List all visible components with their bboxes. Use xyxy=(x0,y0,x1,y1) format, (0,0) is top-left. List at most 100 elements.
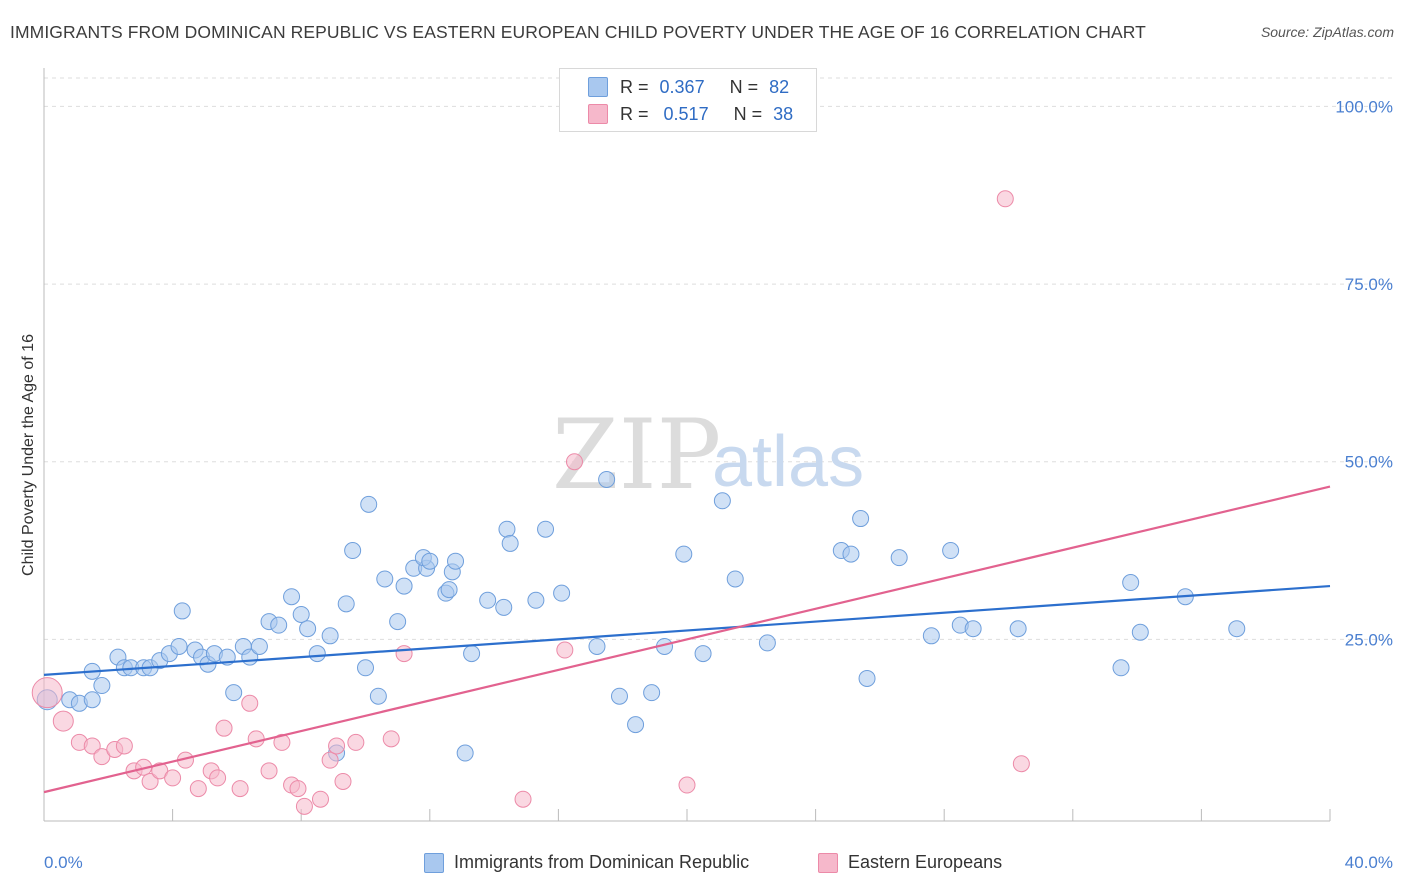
eastern-point xyxy=(231,780,249,798)
dominican-point xyxy=(225,684,243,702)
dominican-point xyxy=(643,684,661,702)
dominican-point xyxy=(713,492,731,510)
eastern-point xyxy=(273,733,291,751)
legend-r-value: 0.367 xyxy=(659,76,705,97)
legend-label: Immigrants from Dominican Republic xyxy=(454,852,750,872)
eastern-point xyxy=(93,748,111,766)
legend-row-dominican: R = 0.367 N = 82 xyxy=(588,74,790,100)
dominican-point xyxy=(527,591,545,609)
dominican-point xyxy=(726,570,744,588)
source-label: Source: ZipAtlas.com xyxy=(1260,24,1394,40)
legend-item-dominican[interactable]: Immigrants from Dominican Republic xyxy=(424,852,749,873)
eastern-point xyxy=(52,710,74,732)
dominican-point xyxy=(498,520,516,538)
dominican-trend-line xyxy=(43,584,1331,676)
legend-item-eastern[interactable]: Eastern Europeans xyxy=(818,852,1002,873)
legend-label: Eastern Europeans xyxy=(848,852,1003,872)
dominican-point xyxy=(456,744,474,762)
eastern-point xyxy=(347,733,365,751)
eastern-point xyxy=(189,780,207,798)
legend-r-label: R = xyxy=(620,103,649,124)
y-tick-label: 75.0% xyxy=(1345,275,1393,294)
dominican-point xyxy=(627,716,645,734)
dominican-point xyxy=(447,552,465,570)
eastern-point xyxy=(260,762,278,780)
legend-swatch-blue xyxy=(424,852,444,873)
eastern-point xyxy=(382,730,400,748)
eastern-point xyxy=(209,769,227,787)
dominican-point xyxy=(942,542,960,560)
dominican-point xyxy=(1131,623,1149,641)
dominican-point xyxy=(1112,659,1130,677)
legend-n-value: 38 xyxy=(773,103,794,124)
eastern-point xyxy=(328,737,346,755)
eastern-point xyxy=(321,751,339,769)
eastern-point xyxy=(565,453,583,471)
eastern-point xyxy=(1012,755,1030,773)
dominican-point xyxy=(694,645,712,663)
dominican-point xyxy=(389,613,407,631)
dominican-point xyxy=(890,549,908,567)
points-layer xyxy=(31,190,1246,815)
dominican-point xyxy=(376,570,394,588)
y-tick-label: 100.0% xyxy=(1335,97,1393,116)
legend-n-value: 82 xyxy=(769,76,790,97)
dominican-point xyxy=(501,534,519,552)
dominican-point xyxy=(537,520,555,538)
legend-row-eastern: R = 0.517 N = 38 xyxy=(588,101,794,127)
eastern-point xyxy=(311,790,329,808)
eastern-point xyxy=(215,719,233,737)
dominican-point xyxy=(758,634,776,652)
dominican-point xyxy=(610,687,628,705)
dominican-point xyxy=(369,687,387,705)
eastern-point xyxy=(678,776,696,794)
dominican-point xyxy=(93,677,111,695)
dominican-point xyxy=(440,581,458,599)
watermark-zip: ZIP xyxy=(552,399,721,511)
eastern-point xyxy=(556,641,574,659)
eastern-point xyxy=(241,694,259,712)
eastern-point xyxy=(996,190,1014,208)
eastern-point xyxy=(247,730,265,748)
dominican-point xyxy=(421,552,439,570)
dominican-point xyxy=(250,637,268,655)
dominican-point xyxy=(395,577,413,595)
labels-layer: 25.0% 50.0% 75.0% 100.0% 0.0% 40.0% xyxy=(44,97,1393,872)
eastern-point xyxy=(115,737,133,755)
dominican-point xyxy=(588,637,606,655)
x-tick-label: 40.0% xyxy=(1345,853,1393,872)
dominican-point xyxy=(173,602,191,620)
legend-swatch-pink xyxy=(588,104,608,124)
dominican-point xyxy=(83,691,101,709)
eastern-point xyxy=(151,762,169,780)
dominican-point xyxy=(292,605,310,623)
dominican-point xyxy=(858,669,876,687)
y-tick-label: 25.0% xyxy=(1345,630,1393,649)
dominican-point xyxy=(922,627,940,645)
y-tick-label: 50.0% xyxy=(1345,453,1393,472)
eastern-trend-line xyxy=(43,485,1331,794)
grid-layer xyxy=(44,77,1394,640)
legend-r-value: 0.517 xyxy=(663,103,709,124)
dominican-point xyxy=(308,645,326,663)
dominican-point xyxy=(344,542,362,560)
dominican-point xyxy=(337,595,355,613)
legend-swatch-blue xyxy=(588,77,608,97)
dominican-point xyxy=(1122,574,1140,592)
dominican-point xyxy=(479,591,497,609)
eastern-point xyxy=(514,790,532,808)
eastern-point xyxy=(141,772,159,790)
eastern-point xyxy=(295,797,313,815)
dominican-point xyxy=(321,627,339,645)
dominican-point xyxy=(1009,620,1027,638)
stats-legend: R = 0.367 N = 82 R = 0.517 N = 38 xyxy=(559,68,817,132)
dominican-point xyxy=(1228,620,1246,638)
y-axis-label: Child Poverty Under the Age of 16 xyxy=(20,334,37,576)
dominican-point xyxy=(170,637,188,655)
dominican-point xyxy=(842,545,860,563)
dominican-point xyxy=(495,598,513,616)
legend-n-label: N = xyxy=(733,103,763,124)
dominican-point xyxy=(598,470,616,488)
dominican-point xyxy=(283,588,301,606)
